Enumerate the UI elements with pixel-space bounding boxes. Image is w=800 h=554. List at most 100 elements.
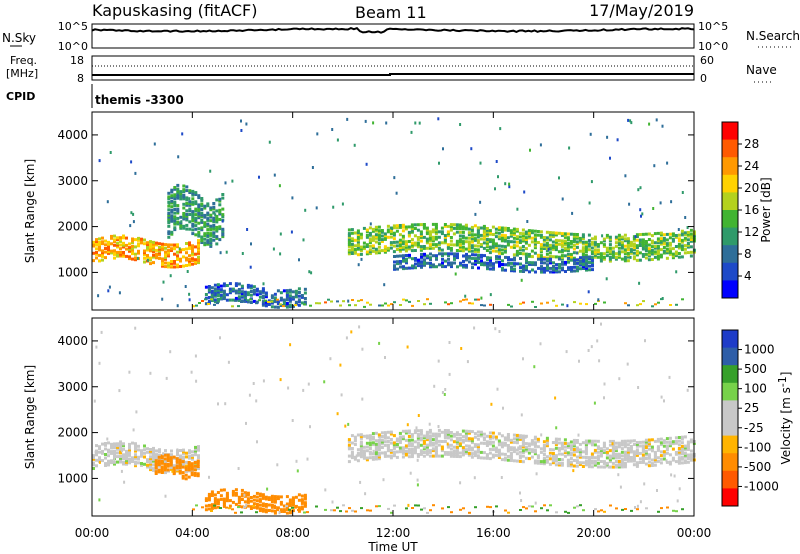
- echo-cell: [494, 435, 498, 439]
- echo-cell: [140, 452, 143, 456]
- echo-cell: [377, 453, 381, 457]
- echo-cell: [365, 449, 369, 453]
- echo-cell: [197, 240, 200, 244]
- echo-cell: [385, 121, 388, 125]
- echo-cell: [570, 266, 573, 269]
- echo-cell: [600, 509, 603, 512]
- echo-cell: [446, 429, 450, 433]
- echo-cell: [166, 462, 170, 466]
- echo-cell: [504, 263, 507, 267]
- echo-cell: [237, 295, 241, 299]
- echo-cell: [641, 245, 645, 249]
- echo-cell: [431, 449, 435, 453]
- echo-cell: [300, 500, 304, 503]
- echo-cell: [549, 453, 552, 457]
- echo-cell: [554, 233, 558, 237]
- echo-cell: [149, 464, 152, 468]
- echo-cell: [194, 202, 198, 206]
- echo-cell: [221, 196, 225, 200]
- echo-cell: [522, 270, 525, 273]
- echo-cell: [542, 237, 546, 241]
- echo-cell: [294, 289, 298, 293]
- echo-cell: [470, 147, 473, 151]
- echo-cell: [110, 459, 113, 463]
- echo-cell: [548, 251, 552, 255]
- echo-cell: [166, 455, 170, 459]
- echo-cell: [113, 234, 116, 238]
- echo-cell: [443, 430, 447, 434]
- echo-cell: [659, 457, 663, 461]
- echo-cell: [380, 229, 384, 232]
- echo-cell: [554, 446, 558, 450]
- echo-cell: [354, 510, 357, 513]
- echo-cell: [632, 242, 636, 246]
- echo-cell: [557, 452, 561, 456]
- echo-cell: [458, 230, 462, 234]
- velocity-colorbar-tick-label: -100: [744, 440, 771, 454]
- echo-cell: [506, 445, 510, 449]
- echo-cell: [522, 301, 525, 304]
- echo-cell: [554, 242, 558, 246]
- echo-cell: [222, 293, 226, 297]
- echo-cell: [461, 227, 465, 231]
- echo-cell: [276, 506, 280, 510]
- echo-cell: [383, 247, 387, 251]
- echo-cell: [182, 255, 185, 259]
- echo-cell: [581, 237, 585, 240]
- echo-cell: [656, 255, 660, 259]
- echo-cell: [510, 305, 513, 308]
- echo-cell: [417, 262, 420, 266]
- echo-cell: [371, 452, 375, 456]
- echo-cell: [540, 268, 543, 272]
- echo-cell: [369, 303, 372, 306]
- echo-cell: [407, 438, 411, 442]
- echo-cell: [599, 241, 603, 245]
- echo-cell: [593, 461, 597, 465]
- echo-cell: [584, 441, 588, 445]
- echo-cell: [297, 509, 301, 513]
- echo-cell: [203, 232, 207, 236]
- echo-cell: [624, 174, 627, 178]
- echo-cell: [154, 470, 158, 474]
- echo-cell: [581, 242, 585, 246]
- echo-cell: [428, 439, 432, 443]
- echo-cell: [182, 213, 186, 217]
- echo-cell: [170, 208, 174, 212]
- echo-cell: [170, 196, 174, 199]
- echo-cell: [554, 463, 558, 467]
- echo-cell: [575, 450, 579, 453]
- echo-cell: [515, 249, 519, 253]
- echo-cell: [636, 504, 639, 508]
- echo-cell: [489, 263, 492, 267]
- echo-cell: [653, 255, 657, 259]
- echo-cell: [531, 505, 534, 508]
- echo-cell: [572, 448, 576, 451]
- echo-cell: [364, 492, 367, 496]
- echo-cell: [534, 270, 537, 274]
- echo-cell: [605, 461, 609, 465]
- echo-cell: [101, 459, 104, 463]
- echo-cell: [639, 500, 642, 504]
- echo-cell: [377, 242, 381, 246]
- echo-cell: [116, 254, 119, 258]
- echo-cell: [186, 270, 189, 273]
- echo-cell: [196, 465, 200, 468]
- echo-cell: [461, 247, 465, 251]
- echo-cell: [470, 244, 474, 248]
- echo-cell: [465, 252, 468, 256]
- echo-cell: [470, 446, 474, 450]
- echo-cell: [479, 430, 483, 434]
- echo-cell: [542, 443, 546, 447]
- echo-cell: [383, 436, 387, 440]
- echo-cell: [656, 239, 660, 243]
- echo-cell: [294, 506, 297, 509]
- echo-cell: [455, 438, 459, 442]
- echo-cell: [665, 448, 669, 452]
- echo-cell: [176, 191, 180, 195]
- echo-cell: [212, 216, 216, 220]
- echo-cell: [131, 257, 134, 261]
- echo-cell: [196, 463, 200, 467]
- echo-cell: [458, 444, 462, 448]
- echo-cell: [356, 233, 360, 236]
- echo-cell: [243, 292, 247, 296]
